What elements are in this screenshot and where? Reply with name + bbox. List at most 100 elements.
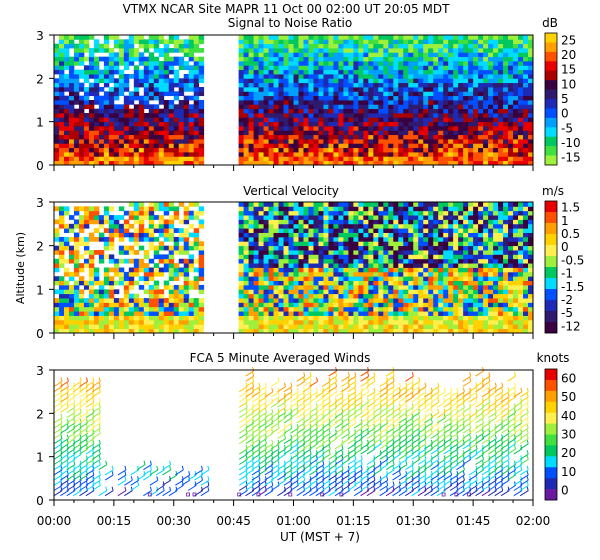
heatmap-cell <box>318 82 324 88</box>
heatmap-cell <box>508 267 514 273</box>
heatmap-cell <box>178 328 185 334</box>
heatmap-cell <box>93 236 100 242</box>
heatmap-cell <box>273 52 279 58</box>
heatmap-cell <box>178 245 185 251</box>
heatmap-cell <box>113 280 120 286</box>
heatmap-cell <box>128 126 135 131</box>
heatmap-cell <box>173 206 180 212</box>
heatmap-cell <box>108 108 115 114</box>
heatmap-cell <box>378 324 384 330</box>
heatmap-cell <box>293 160 299 166</box>
heatmap-cell <box>443 113 449 118</box>
heatmap-cell <box>393 324 399 330</box>
heatmap-cell <box>508 100 514 105</box>
heatmap-cell <box>58 78 65 84</box>
heatmap-cell <box>378 100 384 105</box>
heatmap-cell <box>268 254 274 260</box>
heatmap-cell <box>248 126 254 131</box>
heatmap-cell <box>348 82 354 88</box>
heatmap-cell <box>468 121 474 127</box>
heatmap-cell <box>483 87 489 92</box>
heatmap-cell <box>488 139 494 144</box>
heatmap-cell <box>248 289 254 295</box>
heatmap-cell <box>263 289 269 295</box>
heatmap-cell <box>54 108 60 114</box>
heatmap-cell <box>153 39 160 45</box>
heatmap-cell <box>393 130 399 136</box>
heatmap-cell <box>278 156 284 162</box>
heatmap-cell <box>448 306 454 312</box>
heatmap-cell <box>358 134 364 140</box>
heatmap-cell <box>453 271 459 277</box>
heatmap-cell <box>468 87 474 92</box>
heatmap-cell <box>54 61 60 66</box>
heatmap-cell <box>458 104 464 110</box>
heatmap-cell <box>243 65 249 71</box>
heatmap-cell <box>338 48 344 53</box>
heatmap-cell <box>473 147 479 153</box>
heatmap-cell <box>353 143 359 149</box>
heatmap-cell <box>88 48 95 53</box>
heatmap-cell <box>88 324 95 330</box>
heatmap-cell <box>438 147 444 153</box>
heatmap-cell <box>113 65 120 71</box>
heatmap-cell <box>333 271 339 277</box>
heatmap-cell <box>268 43 274 49</box>
heatmap-cell <box>378 152 384 157</box>
heatmap-cell <box>123 65 130 71</box>
heatmap-cell <box>403 298 409 303</box>
heatmap-cell <box>323 232 329 238</box>
heatmap-cell <box>268 65 274 71</box>
heatmap-cell <box>508 48 514 53</box>
heatmap-cell <box>453 311 459 316</box>
heatmap-cell <box>483 311 489 316</box>
heatmap-cell <box>313 215 319 220</box>
heatmap-cell <box>148 232 155 238</box>
heatmap-cell <box>473 215 479 220</box>
heatmap-cell <box>448 250 454 255</box>
heatmap-cell <box>253 56 259 62</box>
heatmap-cell <box>328 39 334 45</box>
heatmap-cell <box>193 91 200 97</box>
heatmap-cell <box>403 236 409 242</box>
heatmap-cell <box>73 280 80 286</box>
heatmap-cell <box>373 302 379 308</box>
heatmap-cell <box>398 306 404 312</box>
heatmap-cell <box>378 82 384 88</box>
heatmap-cell <box>468 156 474 162</box>
heatmap-cell <box>98 293 105 299</box>
heatmap-cell <box>513 250 519 255</box>
heatmap-cell <box>113 328 120 334</box>
heatmap-cell <box>98 117 105 123</box>
heatmap-cell <box>323 302 329 308</box>
heatmap-cell <box>458 263 464 268</box>
heatmap-cell <box>183 134 190 140</box>
heatmap-cell <box>303 311 309 316</box>
heatmap-cell <box>458 117 464 123</box>
heatmap-cell <box>388 284 394 290</box>
heatmap-cell <box>143 56 150 62</box>
heatmap-cell <box>133 74 140 79</box>
heatmap-cell <box>198 219 205 225</box>
heatmap-cell <box>198 206 205 212</box>
heatmap-cell <box>108 91 115 97</box>
heatmap-cell <box>498 74 504 79</box>
heatmap-cell <box>283 48 289 53</box>
heatmap-cell <box>518 52 524 58</box>
heatmap-cell <box>343 74 349 79</box>
heatmap-cell <box>293 245 299 251</box>
heatmap-cell <box>428 121 434 127</box>
heatmap-cell <box>503 152 509 157</box>
heatmap-cell <box>238 43 244 49</box>
heatmap-cell <box>378 219 384 225</box>
heatmap-cell <box>54 276 60 281</box>
heatmap-cell <box>168 254 175 260</box>
heatmap-cell <box>318 48 324 53</box>
heatmap-cell <box>398 250 404 255</box>
heatmap-cell <box>253 250 259 255</box>
heatmap-cell <box>73 210 80 216</box>
heatmap-cell <box>408 219 414 225</box>
heatmap-cell <box>348 100 354 105</box>
heatmap-cell <box>473 126 479 131</box>
heatmap-cell <box>378 139 384 144</box>
